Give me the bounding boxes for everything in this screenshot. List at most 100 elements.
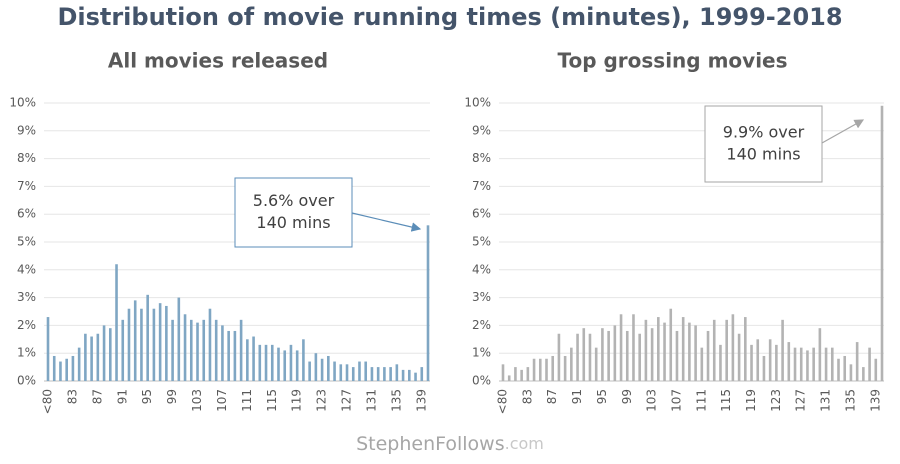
bar	[258, 344, 262, 381]
y-tick-label: 1%	[472, 346, 491, 360]
annotation-text: 9.9% over	[723, 123, 805, 142]
bar	[557, 333, 561, 381]
bar	[408, 369, 411, 381]
bar	[96, 333, 100, 381]
bar	[65, 358, 68, 381]
bar	[793, 347, 797, 381]
bar	[420, 367, 424, 381]
bar	[601, 328, 604, 381]
bar	[196, 322, 199, 381]
bar	[376, 367, 380, 381]
chart-title: All movies released	[108, 49, 328, 73]
bar	[594, 347, 598, 381]
bar	[295, 350, 299, 381]
x-tick-label: 123	[769, 389, 783, 412]
bar	[607, 330, 610, 381]
bar	[762, 355, 766, 381]
bar	[183, 314, 187, 381]
annotation-box	[704, 105, 823, 183]
bar	[121, 319, 125, 381]
bar	[308, 361, 311, 381]
bar	[737, 333, 741, 381]
bar	[59, 361, 62, 381]
bar	[582, 328, 586, 381]
bar	[246, 339, 249, 381]
bar	[563, 355, 567, 381]
bar	[613, 325, 617, 381]
bar	[71, 355, 75, 381]
bar	[855, 342, 859, 381]
annotation-box	[234, 177, 353, 248]
y-tick-label: 1%	[17, 346, 36, 360]
bar	[90, 336, 93, 381]
bar	[787, 342, 791, 381]
y-tick-label: 9%	[17, 123, 36, 137]
watermark: StephenFollows.com	[356, 433, 544, 455]
main-title: Distribution of movie running times (min…	[57, 3, 842, 31]
bar	[520, 369, 523, 381]
watermark-name: StephenFollows	[356, 433, 505, 455]
bar	[657, 317, 660, 381]
x-tick-label: <80	[41, 389, 55, 414]
x-tick-label: 99	[620, 389, 634, 404]
annotation-text: 140 mins	[726, 145, 800, 164]
bar	[526, 367, 530, 381]
bar	[551, 355, 555, 381]
bar	[625, 330, 629, 381]
y-tick-label: 7%	[17, 179, 36, 193]
x-tick-label: 107	[215, 389, 229, 412]
bar	[383, 367, 386, 381]
y-tick-label: 0%	[17, 374, 36, 388]
y-tick-label: 3%	[472, 290, 491, 304]
y-tick-label: 10%	[9, 96, 36, 110]
bar	[862, 367, 865, 381]
annotation-arrow	[351, 212, 422, 232]
bar	[133, 300, 137, 381]
bar	[314, 353, 318, 381]
bar	[102, 325, 106, 381]
y-tick-label: 8%	[17, 151, 36, 165]
bar	[389, 367, 392, 381]
bar	[638, 333, 641, 381]
x-tick-label: 115	[265, 389, 279, 412]
bar	[775, 344, 778, 381]
bar	[214, 319, 218, 381]
bar	[127, 308, 131, 381]
bar	[333, 361, 336, 381]
bar	[115, 264, 118, 381]
x-tick-label: <80	[496, 389, 510, 414]
bar	[302, 339, 305, 381]
y-tick-label: 4%	[17, 262, 36, 276]
bar	[277, 347, 280, 381]
x-tick-label: 135	[389, 389, 403, 412]
x-tick-label: 99	[165, 389, 179, 404]
bar	[576, 333, 579, 381]
bar	[588, 333, 592, 381]
bar	[768, 339, 772, 381]
x-tick-label: 103	[645, 389, 659, 412]
bar	[339, 364, 343, 381]
bar	[675, 330, 679, 381]
bar	[874, 358, 878, 381]
bar	[364, 361, 368, 381]
bar	[868, 347, 871, 381]
x-tick-label: 139	[414, 389, 428, 412]
y-tick-label: 4%	[472, 262, 491, 276]
bar	[46, 317, 50, 381]
y-tick-label: 5%	[17, 235, 36, 249]
bar	[694, 325, 697, 381]
bar	[52, 355, 56, 381]
bar	[395, 364, 399, 381]
x-tick-label: 87	[545, 389, 559, 404]
x-tick-label: 107	[669, 389, 683, 412]
bar	[345, 364, 349, 381]
y-tick-label: 2%	[17, 318, 36, 332]
bar	[84, 333, 87, 381]
bar	[725, 319, 728, 381]
bar	[140, 308, 143, 381]
bar	[632, 314, 635, 381]
x-tick-label: 91	[115, 389, 129, 404]
y-tick-label: 6%	[472, 207, 491, 221]
x-tick-label: 131	[819, 389, 833, 412]
